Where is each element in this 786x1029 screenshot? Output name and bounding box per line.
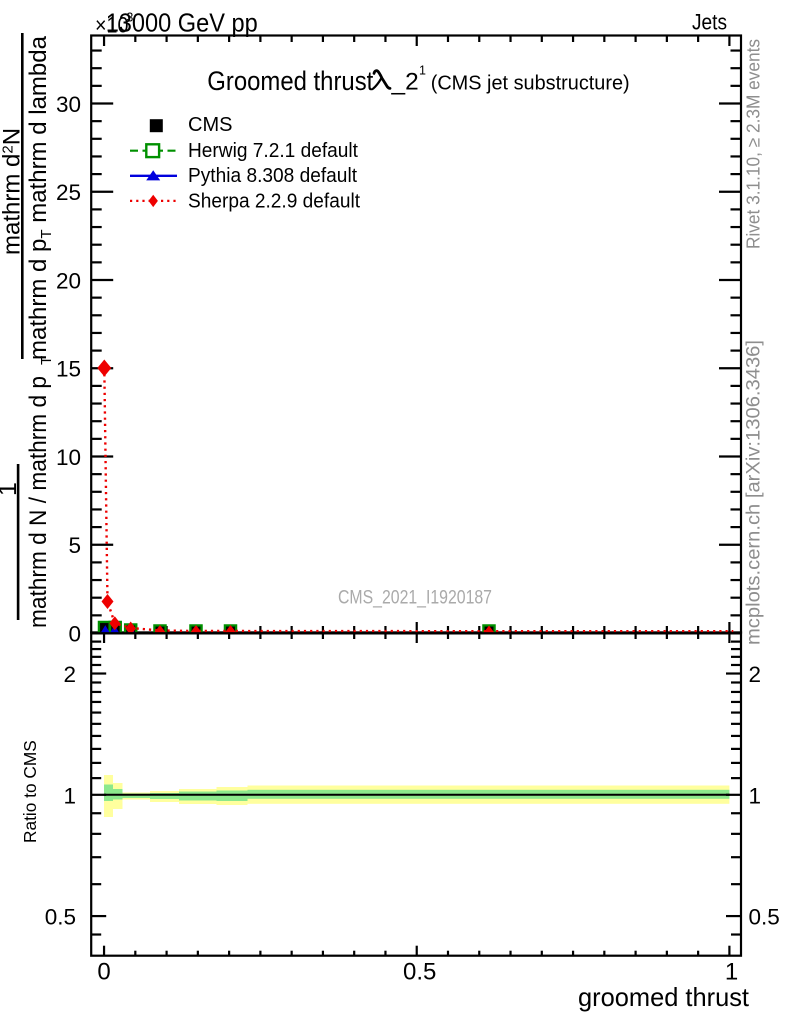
svg-text:mcplots.cern.ch [arXiv:1306.34: mcplots.cern.ch [arXiv:1306.3436] — [743, 340, 765, 645]
svg-text:Groomed thrust: Groomed thrust — [207, 66, 374, 96]
svg-text:Herwig 7.2.1 default: Herwig 7.2.1 default — [188, 140, 358, 162]
svg-text:1: 1 — [63, 783, 76, 808]
svg-text:mathrm d pT mathrm d lambda: mathrm d pT mathrm d lambda — [25, 35, 55, 360]
svg-text:15: 15 — [56, 357, 81, 382]
svg-text:30: 30 — [56, 92, 81, 117]
svg-text:1: 1 — [725, 959, 738, 986]
svg-text:2: 2 — [749, 662, 762, 687]
svg-text:25: 25 — [56, 180, 81, 205]
svg-text:mathrm d N / mathrm d p: mathrm d N / mathrm d p — [25, 376, 52, 628]
svg-text:Rivet 3.1.10, ≥ 2.3M events: Rivet 3.1.10, ≥ 2.3M events — [744, 39, 764, 249]
svg-text:Ratio to CMS: Ratio to CMS — [20, 740, 40, 843]
svg-text:×10: ×10 — [95, 13, 129, 38]
svg-text:1: 1 — [0, 482, 22, 496]
svg-text:10: 10 — [56, 445, 81, 470]
svg-text:(CMS jet substructure): (CMS jet substructure) — [431, 71, 630, 94]
svg-text:1: 1 — [749, 783, 762, 808]
svg-text:_2: _2 — [391, 68, 419, 95]
svg-text:groomed thrust: groomed thrust — [578, 982, 750, 1012]
svg-text:T: T — [38, 356, 55, 365]
svg-text:0: 0 — [97, 959, 110, 986]
svg-text:3: 3 — [126, 11, 133, 25]
svg-text:Jets: Jets — [692, 10, 727, 35]
svg-text:CMS_2021_I1920187: CMS_2021_I1920187 — [338, 587, 492, 609]
svg-text:13000 GeV pp: 13000 GeV pp — [106, 8, 258, 38]
svg-text:1: 1 — [419, 63, 426, 77]
svg-text:0.5: 0.5 — [45, 905, 76, 930]
svg-text:0.5: 0.5 — [749, 905, 780, 930]
svg-text:0.5: 0.5 — [403, 959, 436, 986]
svg-text:5: 5 — [68, 533, 81, 558]
svg-text:0: 0 — [68, 621, 81, 646]
svg-text:2: 2 — [63, 662, 76, 687]
svg-text:Sherpa 2.2.9 default: Sherpa 2.2.9 default — [188, 190, 360, 212]
svg-text:20: 20 — [56, 268, 81, 293]
svg-text:Pythia 8.308 default: Pythia 8.308 default — [188, 165, 357, 187]
svg-text:CMS: CMS — [188, 114, 232, 136]
